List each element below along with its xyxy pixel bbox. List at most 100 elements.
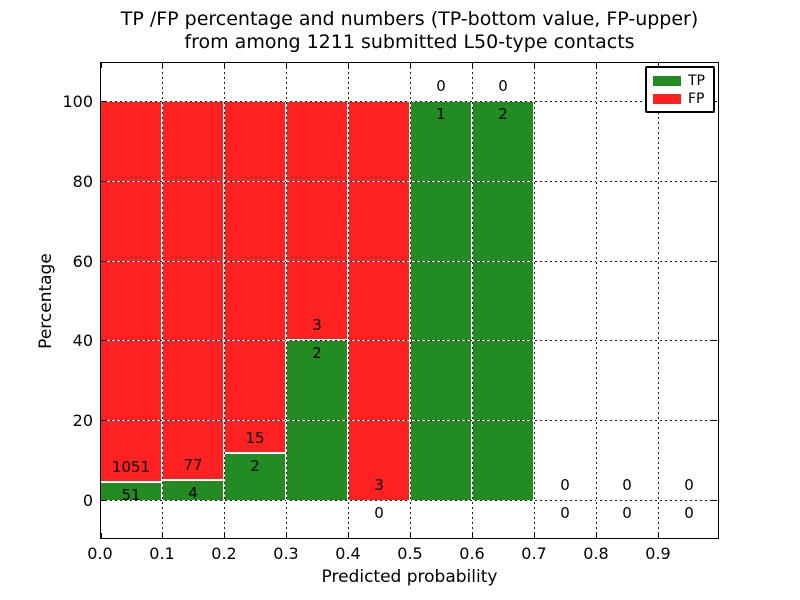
x-tick-mark — [596, 63, 597, 68]
v-gridline — [534, 62, 535, 539]
y-tick-mark — [101, 101, 106, 102]
y-tick-label: 100 — [62, 92, 93, 111]
x-tick-mark — [534, 63, 535, 68]
x-tick-mark — [162, 63, 163, 68]
y-tick-label: 20 — [72, 411, 93, 431]
h-gridline — [100, 180, 719, 182]
x-tick-mark — [286, 63, 287, 68]
fp-count-label: 15 — [245, 429, 265, 448]
fp-count-label: 0 — [560, 476, 570, 494]
x-tick-label: 0.1 — [149, 544, 175, 563]
x-tick-mark — [410, 63, 411, 68]
x-tick-mark — [472, 63, 473, 68]
v-gridline — [596, 62, 597, 539]
fp-count-label: 0 — [498, 77, 508, 95]
x-tick-label: 0.5 — [397, 544, 423, 563]
x-tick-mark — [162, 533, 163, 538]
fp-count-label: 77 — [183, 456, 203, 475]
x-tick-mark — [596, 533, 597, 538]
x-tick-mark — [348, 63, 349, 68]
y-tick-label: 80 — [72, 171, 93, 191]
x-tick-mark — [101, 63, 102, 68]
h-gridline — [100, 260, 719, 262]
fp-count-label: 0 — [436, 77, 446, 95]
x-tick-mark — [658, 533, 659, 538]
h-gridline — [100, 340, 719, 342]
x-tick-label: 0.4 — [335, 544, 361, 563]
x-axis-label: Predicted probability — [321, 567, 498, 587]
fp-bar — [101, 101, 161, 481]
x-tick-label: 0.6 — [459, 544, 485, 563]
x-tick-mark — [348, 533, 349, 538]
fp-count-label: 0 — [622, 476, 632, 494]
tp-count-label: 51 — [121, 485, 141, 504]
v-gridline — [286, 62, 287, 539]
x-tick-label: 0.0 — [87, 544, 113, 563]
x-tick-label: 0.7 — [521, 544, 547, 563]
fp-bar — [287, 101, 347, 340]
x-tick-mark — [472, 533, 473, 538]
chart-title-line2: from among 1211 submitted L50-type conta… — [184, 31, 635, 53]
y-tick-mark — [712, 340, 717, 342]
x-tick-mark — [224, 63, 225, 68]
v-gridline — [224, 62, 225, 539]
legend: TP FP — [645, 66, 715, 113]
fp-count-label: 1051 — [111, 457, 151, 476]
tp-count-label: 0 — [374, 504, 384, 522]
v-gridline — [658, 62, 659, 539]
h-gridline — [100, 500, 719, 501]
x-tick-mark — [224, 533, 225, 538]
y-tick-mark — [712, 420, 717, 422]
y-tick-mark — [101, 500, 106, 501]
fp-count-label: 3 — [312, 316, 322, 335]
fp-bar — [225, 101, 285, 453]
tp-bar — [163, 481, 223, 500]
v-gridline — [348, 62, 349, 539]
fp-bar — [349, 101, 409, 500]
v-gridline — [410, 62, 411, 539]
y-tick-mark — [101, 180, 106, 182]
fp-count-label: 3 — [374, 476, 384, 494]
v-gridline — [162, 62, 163, 539]
legend-label-tp: TP — [688, 72, 705, 89]
y-tick-mark — [712, 260, 717, 262]
x-tick-mark — [534, 533, 535, 538]
y-tick-mark — [101, 340, 106, 342]
tp-count-label: 0 — [684, 504, 694, 522]
tp-count-label: 0 — [622, 504, 632, 522]
y-tick-label: 60 — [72, 251, 93, 271]
fp-color-swatch — [653, 93, 681, 104]
tp-color-swatch — [653, 75, 681, 86]
y-tick-mark — [712, 500, 717, 501]
x-tick-mark — [286, 533, 287, 538]
tp-count-label: 2 — [250, 457, 260, 476]
legend-entry-fp: FP — [653, 92, 713, 106]
x-tick-label: 0.9 — [645, 544, 671, 563]
x-tick-label: 0.8 — [583, 544, 609, 563]
y-tick-label: 40 — [72, 331, 93, 351]
y-tick-mark — [101, 260, 106, 262]
chart-title-line1: TP /FP percentage and numbers (TP-bottom… — [120, 8, 699, 30]
tp-count-label: 0 — [560, 504, 570, 522]
fp-bar — [163, 101, 223, 480]
x-tick-label: 0.3 — [273, 544, 299, 563]
x-tick-label: 0.2 — [211, 544, 237, 563]
chart-title: TP /FP percentage and numbers (TP-bottom… — [100, 8, 719, 54]
tp-bar — [101, 482, 161, 500]
h-gridline — [100, 420, 719, 422]
y-axis-label: Percentage — [36, 253, 56, 349]
tp-count-label: 1 — [436, 105, 446, 123]
h-gridline — [100, 101, 719, 102]
plot-area: 1051 51 77 4 15 2 3 2 3 0 0 1 0 2 0 0 0 0 0 0 — [100, 62, 719, 539]
tp-bar — [411, 101, 471, 500]
y-tick-mark — [101, 420, 106, 422]
y-tick-mark — [712, 180, 717, 182]
tp-count-label: 2 — [312, 344, 322, 363]
x-tick-mark — [101, 533, 102, 538]
tp-bar — [225, 454, 285, 500]
fp-count-label: 0 — [684, 476, 694, 494]
tp-count-label: 2 — [498, 105, 508, 123]
legend-entry-tp: TP — [653, 74, 713, 88]
x-tick-mark — [658, 63, 659, 68]
